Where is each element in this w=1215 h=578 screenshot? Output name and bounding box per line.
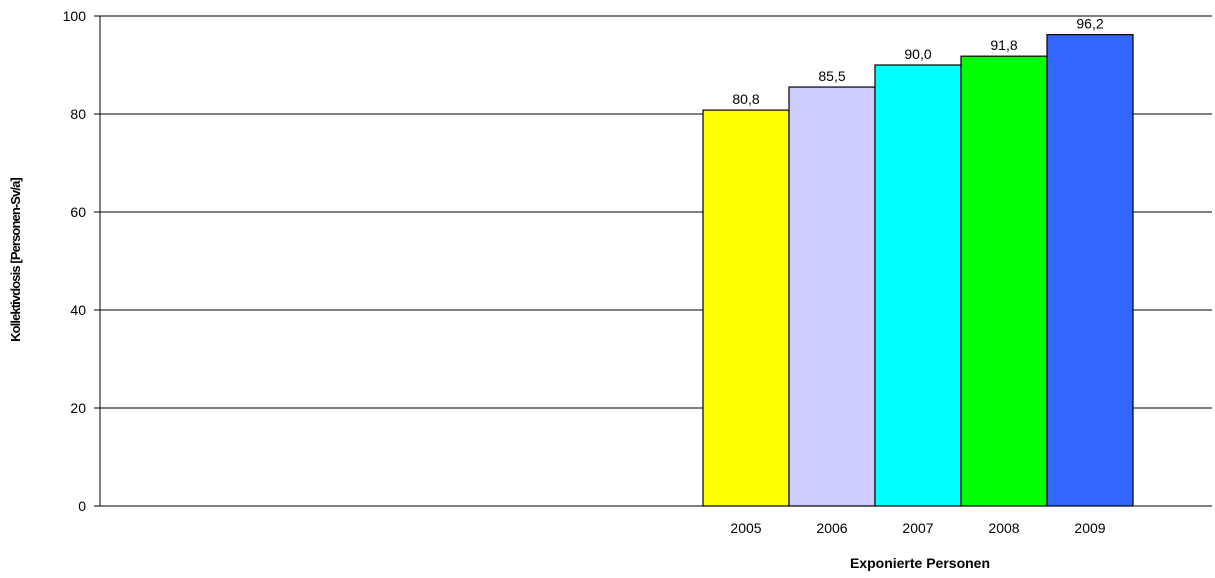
y-tick-label: 80 (70, 106, 86, 122)
x-tick-labels: 2005 2006 2007 2008 2009 (730, 520, 1105, 536)
bar-2006 (788, 86, 876, 507)
x-tick-label-2005: 2005 (730, 520, 761, 536)
bar-2007 (874, 64, 962, 507)
data-label-2009: 96,2 (1076, 16, 1103, 32)
x-axis-label: Exponierte Personen (850, 555, 990, 571)
data-labels: 80,8 85,5 90,0 91,8 96,2 (732, 16, 1103, 107)
y-tick-label: 20 (70, 400, 86, 416)
data-label-2005: 80,8 (732, 91, 759, 107)
data-label-2006: 85,5 (818, 68, 845, 84)
x-tick-label-2009: 2009 (1074, 520, 1105, 536)
x-tick-label-2007: 2007 (902, 520, 933, 536)
y-tick-label: 40 (70, 302, 86, 318)
x-tick-label-2008: 2008 (988, 520, 1019, 536)
x-tick-label-2006: 2006 (816, 520, 847, 536)
y-tick-label: 0 (78, 498, 86, 514)
data-label-2007: 90,0 (904, 46, 931, 62)
bar-2005 (702, 109, 790, 507)
bars (702, 34, 1134, 507)
axes (94, 15, 1212, 507)
data-label-2008: 91,8 (990, 37, 1017, 53)
y-tick-label: 100 (63, 8, 87, 24)
bar-2009 (1046, 34, 1134, 507)
y-tick-label: 60 (70, 204, 86, 220)
y-axis-label: Kollektivdosis [Personen-Sv/a] (8, 178, 23, 342)
bar-2008 (960, 55, 1048, 507)
y-tick-labels: 0 20 40 60 80 100 (63, 8, 87, 514)
